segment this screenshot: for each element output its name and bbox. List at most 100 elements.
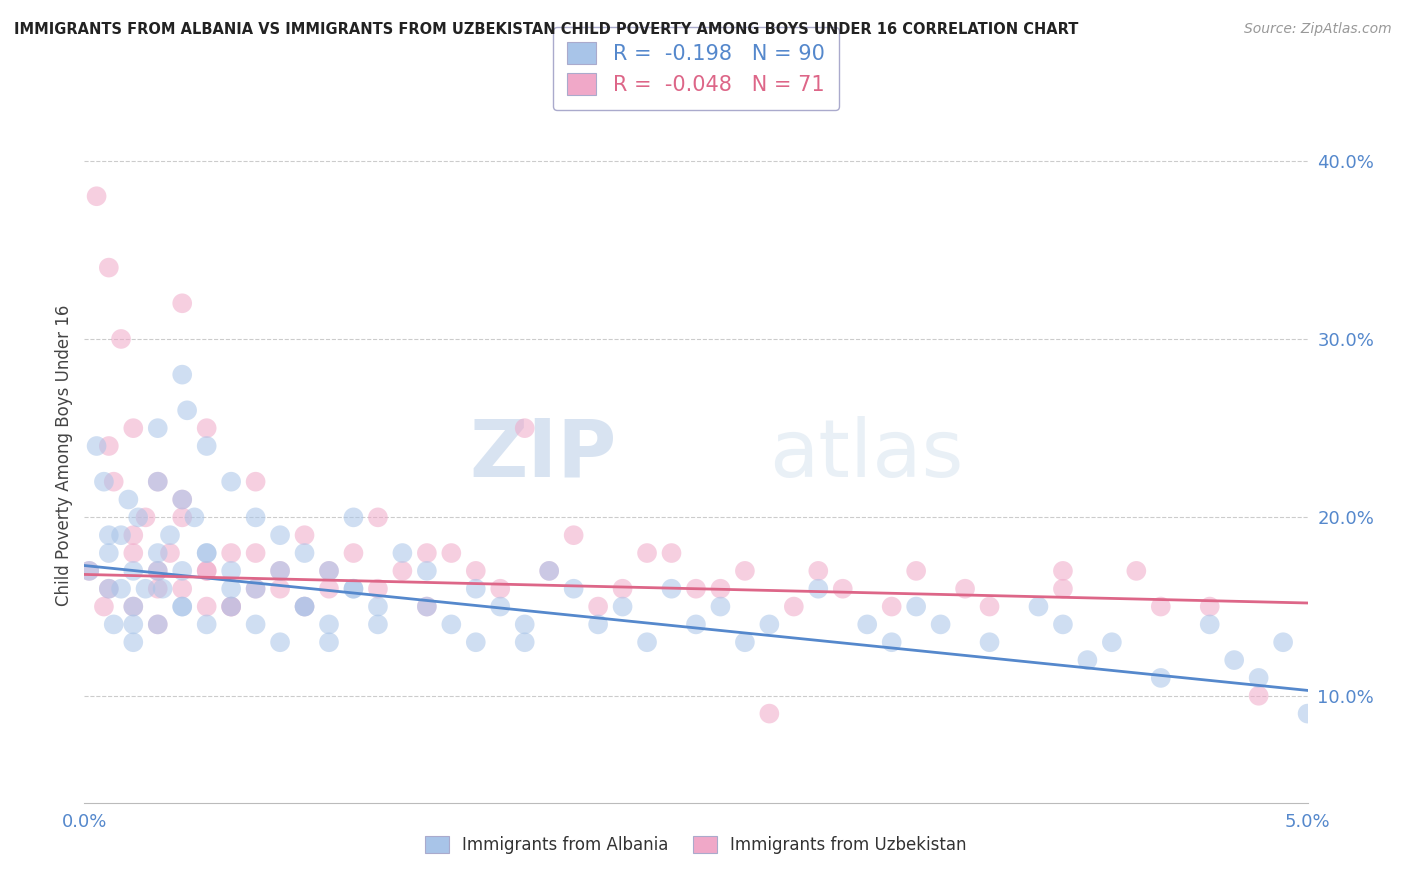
Point	[734, 564, 756, 578]
Point	[391, 546, 413, 560]
Point	[245, 475, 267, 489]
Point	[416, 546, 439, 560]
Point	[1296, 706, 1319, 721]
Point	[172, 599, 194, 614]
Point	[146, 617, 169, 632]
Point	[1028, 599, 1050, 614]
Point	[979, 599, 1001, 614]
Point	[195, 421, 218, 435]
Point	[1150, 671, 1173, 685]
Point	[734, 635, 756, 649]
Point	[122, 421, 145, 435]
Point	[489, 582, 512, 596]
Point	[1101, 635, 1123, 649]
Point	[342, 582, 364, 596]
Point	[93, 475, 115, 489]
Point	[245, 582, 267, 596]
Point	[685, 617, 707, 632]
Point	[685, 582, 707, 596]
Point	[117, 492, 139, 507]
Point	[367, 582, 389, 596]
Point	[103, 475, 125, 489]
Point	[831, 582, 853, 596]
Point	[159, 528, 181, 542]
Point	[122, 599, 145, 614]
Point	[979, 635, 1001, 649]
Point	[146, 564, 169, 578]
Point	[172, 492, 194, 507]
Point	[880, 599, 903, 614]
Point	[1198, 599, 1220, 614]
Point	[416, 599, 439, 614]
Point	[269, 564, 291, 578]
Point	[219, 546, 242, 560]
Point	[172, 564, 194, 578]
Point	[636, 635, 658, 649]
Point	[489, 599, 512, 614]
Point	[562, 528, 585, 542]
Point	[146, 546, 169, 560]
Point	[245, 582, 267, 596]
Point	[110, 582, 132, 596]
Point	[416, 599, 439, 614]
Point	[122, 564, 145, 578]
Point	[77, 564, 100, 578]
Point	[586, 617, 609, 632]
Point	[219, 564, 242, 578]
Point	[416, 564, 439, 578]
Point	[195, 546, 218, 560]
Point	[294, 599, 316, 614]
Point	[783, 599, 806, 614]
Point	[97, 582, 120, 596]
Point	[172, 296, 194, 310]
Point	[172, 582, 194, 596]
Point	[86, 439, 108, 453]
Point	[562, 582, 585, 596]
Point	[146, 564, 169, 578]
Point	[612, 599, 634, 614]
Point	[219, 599, 242, 614]
Point	[195, 617, 218, 632]
Point	[880, 635, 903, 649]
Point	[195, 546, 218, 560]
Point	[122, 528, 145, 542]
Point	[318, 564, 340, 578]
Point	[93, 599, 115, 614]
Point	[758, 706, 780, 721]
Point	[269, 528, 291, 542]
Text: Source: ZipAtlas.com: Source: ZipAtlas.com	[1244, 22, 1392, 37]
Point	[97, 260, 120, 275]
Point	[440, 546, 463, 560]
Point	[135, 582, 157, 596]
Point	[709, 599, 731, 614]
Point	[172, 510, 194, 524]
Point	[1052, 617, 1074, 632]
Point	[219, 582, 242, 596]
Point	[146, 617, 169, 632]
Point	[440, 617, 463, 632]
Point	[152, 582, 174, 596]
Point	[905, 599, 928, 614]
Point	[122, 599, 145, 614]
Point	[146, 475, 169, 489]
Point	[110, 528, 132, 542]
Point	[146, 582, 169, 596]
Text: IMMIGRANTS FROM ALBANIA VS IMMIGRANTS FROM UZBEKISTAN CHILD POVERTY AMONG BOYS U: IMMIGRANTS FROM ALBANIA VS IMMIGRANTS FR…	[14, 22, 1078, 37]
Point	[122, 546, 145, 560]
Point	[245, 617, 267, 632]
Point	[1076, 653, 1098, 667]
Point	[1247, 671, 1270, 685]
Point	[146, 475, 169, 489]
Point	[176, 403, 198, 417]
Point	[219, 599, 242, 614]
Point	[219, 599, 242, 614]
Point	[294, 546, 316, 560]
Point	[709, 582, 731, 596]
Point	[953, 582, 976, 596]
Point	[513, 617, 536, 632]
Point	[464, 635, 486, 649]
Point	[661, 582, 683, 596]
Point	[318, 635, 340, 649]
Point	[97, 528, 120, 542]
Point	[1125, 564, 1147, 578]
